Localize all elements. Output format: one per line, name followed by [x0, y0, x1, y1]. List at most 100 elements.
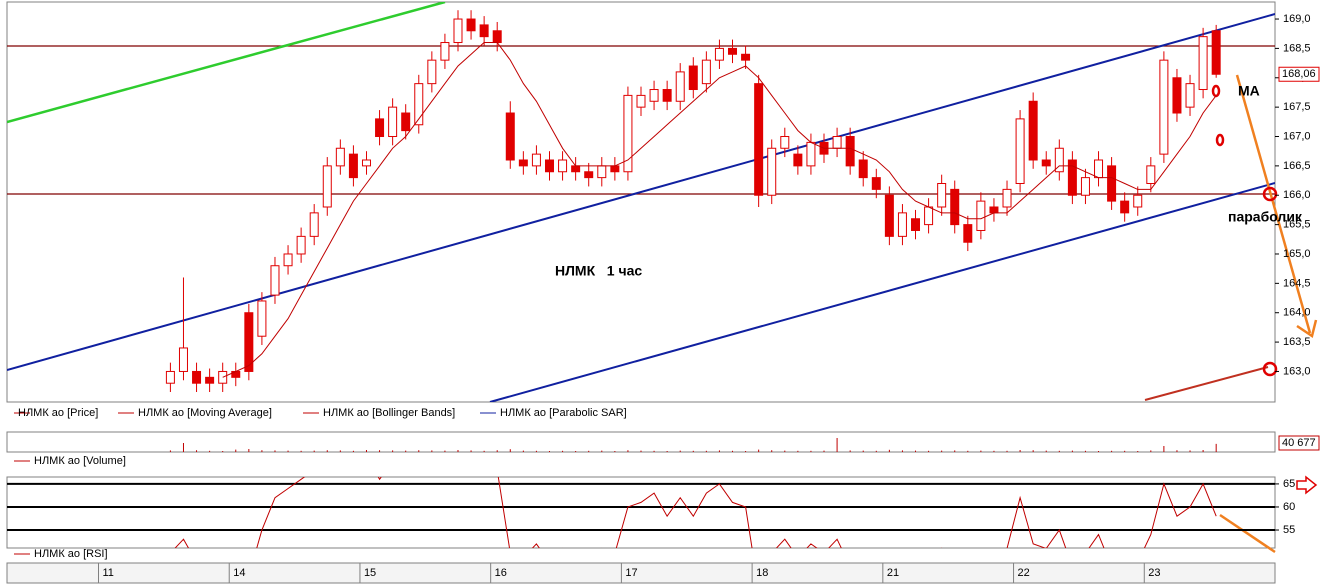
candle-body: [1080, 177, 1090, 196]
candle-body: [911, 218, 921, 231]
volume-bar: [575, 451, 577, 452]
volume-bar: [169, 450, 171, 452]
volume-bar: [1124, 450, 1126, 452]
volume-bar: [431, 450, 433, 452]
volume-bar: [1098, 451, 1100, 452]
volume-bar: [1019, 450, 1021, 452]
y-tick-label: 55: [1283, 524, 1295, 536]
candles: [165, 10, 1221, 393]
y-tick-label: 164,0: [1283, 307, 1311, 319]
volume-bar: [1202, 450, 1204, 452]
volume-bar: [365, 450, 367, 452]
volume-bar: [1137, 451, 1139, 452]
y-tick-label: 167,0: [1283, 130, 1311, 142]
legend-item: НЛМК ао [Price]: [18, 407, 98, 419]
volume-bar: [418, 450, 420, 452]
candle-body: [309, 212, 319, 237]
candle-body: [440, 42, 450, 61]
volume-bar: [875, 450, 877, 452]
volume-bar: [679, 450, 681, 452]
candle-body: [832, 136, 842, 149]
volume-label-box: [1278, 435, 1320, 451]
volume-bar: [653, 450, 655, 452]
candle-body: [636, 94, 646, 108]
candle-body: [1067, 159, 1077, 196]
candle-body: [1041, 159, 1051, 167]
volume-bar: [287, 450, 289, 452]
candle-body: [1146, 165, 1156, 184]
volume-label: 40 677: [1282, 437, 1316, 449]
candle-body: [610, 165, 620, 173]
volume-bar: [1006, 450, 1008, 452]
volume-bar: [1215, 443, 1217, 452]
candle-body: [1015, 118, 1025, 184]
volume-bar: [196, 450, 198, 452]
candle-body: [1002, 188, 1012, 208]
volume-bar: [980, 450, 982, 452]
x-tick-label: 17: [625, 567, 637, 579]
volume-bar: [836, 438, 838, 452]
candle-body: [1107, 165, 1117, 202]
candle-body: [1094, 159, 1104, 179]
candle-body: [492, 30, 502, 44]
candle-body: [1133, 194, 1143, 208]
y-tick-label: 163,0: [1283, 365, 1311, 377]
y-tick-label: 165,5: [1283, 219, 1311, 231]
volume-bar: [1176, 450, 1178, 452]
candle-body: [401, 112, 411, 132]
volume-bar: [941, 450, 943, 452]
candle-body: [701, 59, 711, 85]
rsi-line-group: [174, 477, 1217, 548]
x-tick-label: 22: [1018, 567, 1030, 579]
rsi-arrow: [1219, 513, 1276, 554]
forecast-arrow: [1235, 74, 1312, 334]
candle-body: [1159, 59, 1169, 155]
rsi-panel: [6, 476, 1276, 549]
volume-bar: [1084, 450, 1086, 452]
volume-bar: [222, 451, 224, 452]
annotation: МА: [1238, 83, 1260, 99]
candle-body: [584, 171, 594, 179]
rsi-pointer: [1296, 475, 1318, 495]
volume-bar: [810, 450, 812, 452]
rsi-line: [174, 477, 1217, 548]
marker-circle: [1215, 133, 1225, 147]
candle-body: [479, 24, 489, 38]
candle-body: [218, 370, 228, 384]
volume-bar: [601, 450, 603, 452]
candle-body: [806, 141, 816, 167]
volume-bar: [457, 450, 459, 452]
volume-bar: [509, 449, 511, 452]
candle-body: [244, 312, 254, 372]
volume-bar: [967, 450, 969, 452]
volume-bar: [993, 450, 995, 452]
channel-line: [7, 13, 1275, 371]
candle-body: [192, 370, 202, 384]
candle-body: [1028, 100, 1038, 161]
volume-bar: [1189, 450, 1191, 452]
trend-line: [1144, 366, 1269, 401]
volume-bar: [614, 451, 616, 452]
candle-body: [205, 376, 215, 384]
candle-body: [623, 94, 633, 173]
y-tick-label: 164,5: [1283, 277, 1311, 289]
volume-bar: [849, 450, 851, 452]
channel-line: [489, 182, 1275, 402]
candle-body: [858, 159, 868, 179]
candle-body: [257, 300, 267, 337]
volume-bar: [588, 450, 590, 452]
price-label-box: [1278, 66, 1320, 82]
volume-bar: [705, 450, 707, 452]
candle-body: [937, 182, 947, 208]
volume-bar: [235, 449, 237, 452]
candle-body: [675, 71, 685, 102]
candle-body: [453, 18, 463, 44]
y-tick-label: 168,5: [1283, 42, 1311, 54]
volume-bar: [313, 450, 315, 452]
drawings: [7, 2, 1275, 402]
candle-body: [505, 112, 515, 161]
legend-item: НЛМК ао [RSI]: [34, 548, 108, 560]
candle-body: [518, 159, 528, 167]
trend-line: [7, 2, 446, 124]
candle-body: [1172, 77, 1182, 114]
